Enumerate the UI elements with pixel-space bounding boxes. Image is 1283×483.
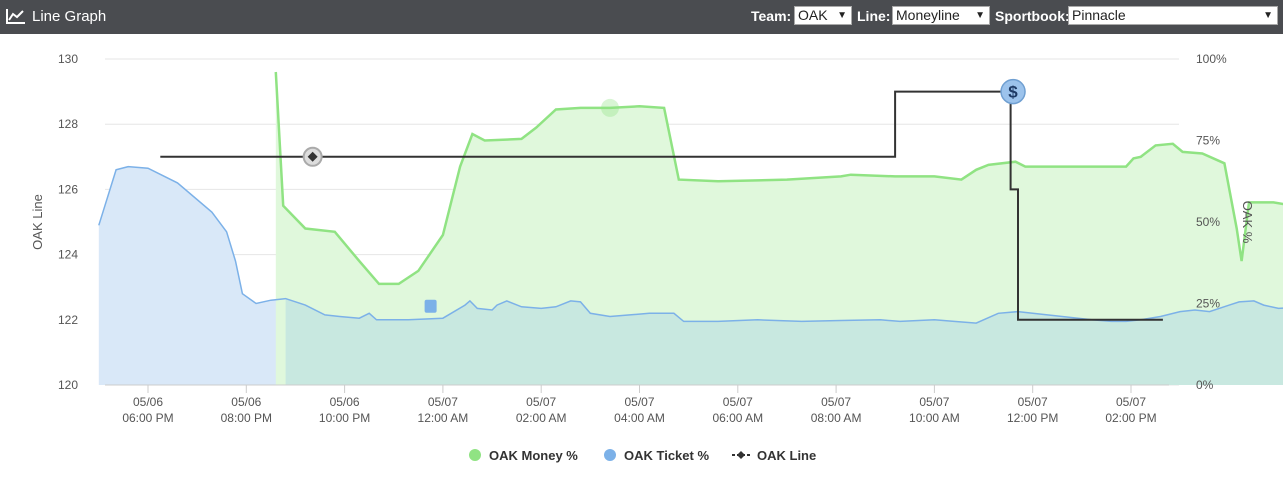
legend-item[interactable]: OAK Line [732,448,816,463]
x-tick-label-date: 05/07 [526,395,556,409]
y-left-tick-label: 124 [58,248,78,262]
y-right-axis-title: OAK % [1240,201,1255,244]
x-tick-label-time: 10:00 AM [909,411,960,425]
y-left-tick-label: 130 [58,52,78,66]
diamond-icon [307,151,318,162]
y-left-tick-label: 128 [58,117,78,131]
x-tick-label-date: 05/06 [330,395,360,409]
team-select-value: OAK [798,7,828,23]
x-tick-label-date: 05/07 [821,395,851,409]
x-tick-label-date: 05/07 [919,395,949,409]
x-tick-label-date: 05/07 [624,395,654,409]
team-select[interactable]: OAK ▼ [794,6,852,25]
x-tick-label-time: 12:00 PM [1007,411,1058,425]
chart-legend: OAK Money % OAK Ticket % OAK Line [469,448,816,463]
x-tick-label-date: 05/07 [428,395,458,409]
oak-line-series-line [160,90,1163,321]
x-tick-label-time: 12:00 AM [418,411,469,425]
diamond-icon [737,451,745,459]
sharp-money-marker [1000,78,1026,105]
y-right-tick-label: 0% [1196,378,1214,392]
x-tick-label-time: 08:00 AM [811,411,862,425]
sportsbook-label: Sportbook: [995,8,1070,24]
y-left-axis-title: OAK Line [30,194,45,250]
x-tick-label-date: 05/06 [231,395,261,409]
money-hover-halo [601,98,620,117]
legend-label: OAK Ticket % [624,448,709,463]
y-left-tick-label: 122 [58,313,78,327]
legend-item[interactable]: OAK Ticket % [604,448,709,463]
line-select-value: Moneyline [896,7,960,23]
dollar-icon: $ [1008,83,1018,102]
money-series-line [274,71,1283,286]
ticket-flag-marker [424,299,437,313]
x-tick-label-date: 05/07 [1018,395,1048,409]
money-legend-swatch [469,449,481,461]
x-tick-label-time: 06:00 AM [712,411,763,425]
ticket-series-line [98,165,1283,324]
area-layer [98,72,1283,385]
sportsbook-select-value: Pinnacle [1072,7,1126,23]
page-title: Line Graph [32,8,107,25]
x-tick-label-time: 02:00 AM [516,411,567,425]
x-tick-label-time: 08:00 PM [221,411,272,425]
x-tick-label-date: 05/06 [133,395,163,409]
chevron-down-icon: ▼ [837,10,847,21]
y-left-tick-label: 126 [58,182,78,196]
ticket-legend-swatch [604,449,616,461]
line-select[interactable]: Moneyline ▼ [892,6,990,25]
x-tick-label-time: 06:00 PM [122,411,173,425]
legend-label: OAK Money % [489,448,578,463]
y-right-tick-label: 75% [1196,134,1220,148]
axis-layer: 120 122 124 126 128 130 0% 25% 50% 75% 100% 05/06 06… [30,52,1255,425]
y-left-tick-label: 120 [58,378,78,392]
y-right-tick-label: 100% [1196,52,1227,66]
x-tick-label-time: 02:00 PM [1105,411,1156,425]
chevron-down-icon: ▼ [975,10,985,21]
legend-label: OAK Line [757,448,816,463]
y-right-tick-label: 25% [1196,297,1220,311]
header-bar: Line Graph Team: OAK ▼ Line: Moneyline ▼… [0,0,1283,34]
x-tick-label-time: 10:00 PM [319,411,370,425]
line-graph-icon [6,9,25,24]
line-layer [98,71,1283,324]
x-tick-label-time: 04:00 AM [614,411,665,425]
x-tick-label-date: 05/07 [723,395,753,409]
y-right-tick-label: 50% [1196,215,1220,229]
marker-layer: $ [302,78,1026,313]
team-label: Team: [751,8,792,24]
line-graph-chart: $ 120 122 124 126 128 130 0% 25% 50% 75% 100% 05/06… [30,52,1283,463]
sportsbook-select[interactable]: Pinnacle ▼ [1068,6,1278,25]
chevron-down-icon: ▼ [1263,10,1273,21]
x-tick-label-date: 05/07 [1116,395,1146,409]
legend-item[interactable]: OAK Money % [469,448,578,463]
line-label: Line: [857,8,891,24]
